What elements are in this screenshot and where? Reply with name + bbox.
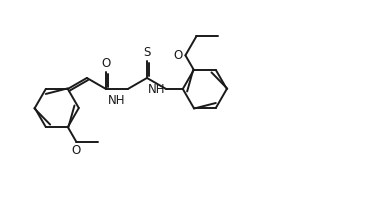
Text: O: O [174, 49, 183, 62]
Text: NH: NH [108, 94, 126, 107]
Text: S: S [143, 46, 151, 59]
Text: NH: NH [148, 83, 165, 96]
Text: O: O [72, 144, 81, 157]
Text: O: O [101, 57, 110, 70]
